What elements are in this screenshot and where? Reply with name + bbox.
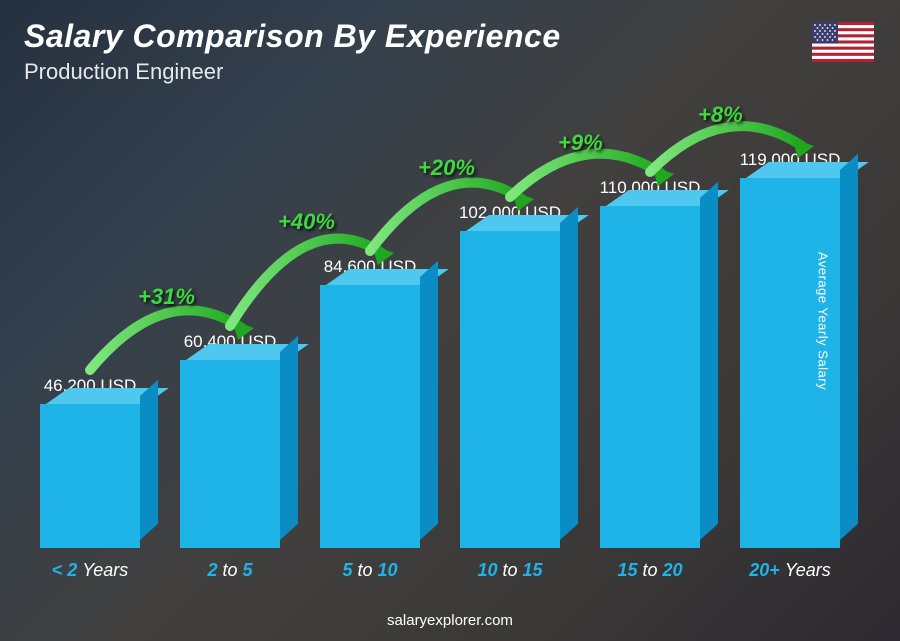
bar-category-label: < 2 Years <box>52 560 129 581</box>
bar-group: 84,600 USD5 to 10 <box>305 257 435 581</box>
footer-attribution: salaryexplorer.com <box>0 612 900 629</box>
pct-increase-label: +8% <box>698 102 743 128</box>
bar-3d <box>320 285 420 548</box>
bar-3d <box>40 404 140 548</box>
y-axis-label: Average Yearly Salary <box>815 251 830 389</box>
bar-group: 110,000 USD15 to 20 <box>585 178 715 581</box>
page-subtitle: Production Engineer <box>24 59 876 85</box>
bar-group: 46,200 USD< 2 Years <box>25 376 155 581</box>
page-title: Salary Comparison By Experience <box>24 18 876 55</box>
pct-increase-label: +9% <box>558 130 603 156</box>
bar-3d <box>180 360 280 548</box>
bar-3d <box>600 206 700 548</box>
pct-increase-label: +40% <box>278 209 335 235</box>
pct-increase-label: +31% <box>138 284 195 310</box>
bar-group: 60,400 USD2 to 5 <box>165 332 295 581</box>
bar-category-label: 2 to 5 <box>207 560 252 581</box>
bar-category-label: 10 to 15 <box>477 560 542 581</box>
bar-group: 102,000 USD10 to 15 <box>445 203 575 581</box>
salary-bar-chart: 46,200 USD< 2 Years60,400 USD2 to 584,60… <box>20 100 860 581</box>
bar-group: 119,000 USD20+ Years <box>725 150 855 581</box>
bar-category-label: 20+ Years <box>749 560 831 581</box>
bar-category-label: 5 to 10 <box>342 560 397 581</box>
header: Salary Comparison By Experience Producti… <box>24 18 876 85</box>
pct-increase-label: +20% <box>418 155 475 181</box>
bar-3d <box>460 231 560 548</box>
bar-category-label: 15 to 20 <box>617 560 682 581</box>
us-flag-icon <box>812 22 874 62</box>
